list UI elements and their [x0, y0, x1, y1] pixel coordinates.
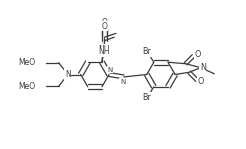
Text: MeO: MeO: [18, 82, 36, 91]
Text: O: O: [101, 22, 107, 31]
Text: N: N: [120, 79, 125, 85]
Text: NH: NH: [99, 45, 110, 54]
Text: O: O: [198, 77, 204, 86]
Text: N: N: [200, 63, 206, 72]
Text: NH: NH: [98, 47, 110, 56]
Text: Br: Br: [142, 93, 151, 102]
Text: N: N: [65, 70, 71, 79]
Text: O: O: [194, 50, 200, 59]
Text: MeO: MeO: [18, 58, 36, 67]
Text: Br: Br: [142, 47, 151, 56]
Text: N: N: [108, 67, 113, 73]
Text: O: O: [101, 18, 107, 27]
